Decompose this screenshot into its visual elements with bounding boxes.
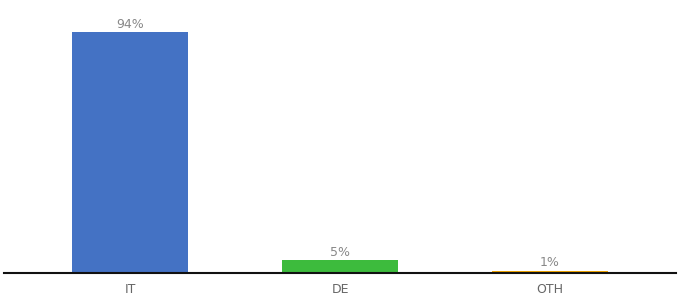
- Bar: [72, 32, 188, 273]
- Text: 94%: 94%: [116, 18, 144, 31]
- Text: 5%: 5%: [330, 246, 350, 259]
- Bar: [282, 260, 398, 273]
- Bar: [492, 271, 608, 273]
- Text: 1%: 1%: [540, 256, 560, 269]
